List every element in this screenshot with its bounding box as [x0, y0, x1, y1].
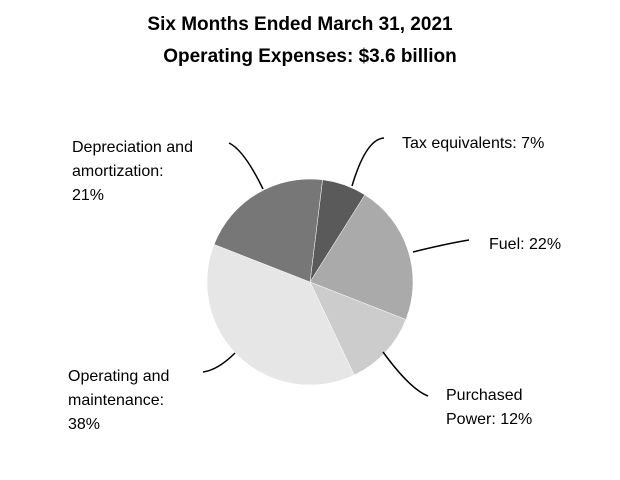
label-line: maintenance:	[68, 392, 165, 409]
label-line: Fuel: 22%	[489, 236, 562, 253]
label-line: Operating and	[68, 368, 170, 385]
label-depreciation-amortization: Depreciation and amortization: 21%	[72, 136, 193, 208]
pie-slice-fuel	[309, 194, 414, 320]
label-line: 21%	[72, 187, 105, 204]
label-line: 38%	[68, 416, 101, 433]
label-line: Depreciation and	[72, 139, 193, 156]
label-line: amortization:	[72, 163, 164, 180]
leader-line-tax-equivalents	[351, 137, 385, 187]
label-line: Power: 12%	[446, 411, 533, 428]
leader-line-depreciation-and-amortization	[228, 142, 264, 190]
label-line: Purchased	[446, 387, 523, 404]
pie-slice-operating-and-maintenance	[206, 244, 355, 386]
leader-line-fuel	[412, 239, 470, 253]
label-purchased-power: Purchased Power: 12%	[446, 384, 532, 432]
chart-subtitle: Operating Expenses: $3.6 billion	[163, 46, 457, 67]
label-operating-maintenance: Operating and maintenance: 38%	[68, 365, 169, 437]
leader-line-purchased-power	[382, 351, 429, 397]
pie-slice-purchased-power	[309, 281, 407, 376]
leader-line-operating-and-maintenance	[202, 352, 236, 373]
label-fuel: Fuel: 22%	[489, 233, 561, 257]
pie-slice-depreciation-and-amortization	[213, 178, 323, 283]
label-line: Tax equivalents: 7%	[402, 135, 545, 152]
label-tax-equivalents: Tax equivalents: 7%	[402, 132, 544, 156]
chart-title: Six Months Ended March 31, 2021	[147, 14, 453, 35]
